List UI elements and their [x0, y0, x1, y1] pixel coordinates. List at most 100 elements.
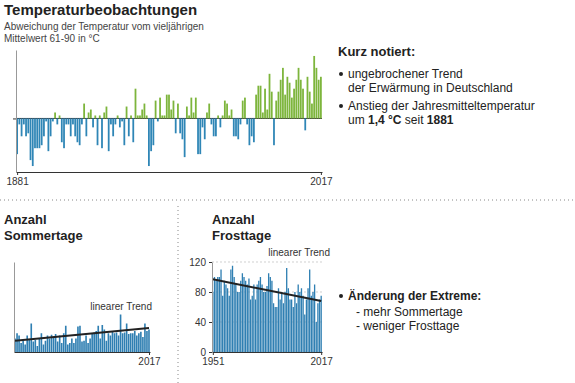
bar [69, 343, 71, 352]
trend-label: linearer Trend [90, 301, 152, 312]
bar [199, 118, 201, 154]
bar [263, 292, 264, 352]
chart-title-line: Anzahl [212, 212, 255, 227]
bar [286, 268, 287, 352]
bar [47, 118, 49, 151]
bar [97, 118, 99, 145]
bar [249, 118, 251, 145]
y-tick-label: 120 [189, 257, 206, 268]
bar [182, 118, 184, 139]
bar [36, 118, 38, 148]
bar [124, 333, 126, 353]
bar [41, 333, 43, 352]
bar [257, 86, 259, 119]
bar [79, 326, 81, 352]
bar [35, 340, 37, 352]
bar [37, 346, 39, 352]
bar [32, 118, 34, 166]
note-text: der Erwärmung in Deutschland [348, 81, 513, 95]
y-tick-label: 80 [195, 287, 207, 298]
bar [148, 118, 150, 166]
bar [256, 285, 257, 353]
bar [49, 339, 51, 353]
bar [23, 118, 25, 124]
chart-subtitle: Abweichung der Temperatur vom vieljährig… [4, 21, 204, 44]
notes-heading: Kurz notiert: [338, 44, 415, 59]
x-axis: 2017 [15, 352, 162, 367]
bar [238, 292, 239, 352]
bar [248, 279, 249, 353]
bar [314, 285, 315, 353]
bar [26, 336, 28, 353]
bar [309, 270, 310, 353]
chart: 18812017 [6, 51, 332, 188]
chart-title-line: Anzahl [4, 212, 47, 227]
bar [126, 107, 128, 119]
bar [219, 277, 220, 352]
bar [95, 331, 97, 352]
bar [311, 104, 313, 119]
separator [178, 206, 179, 383]
y-tick [13, 118, 16, 119]
bar [117, 115, 119, 118]
bar [235, 283, 236, 352]
bar [316, 322, 317, 352]
bar [108, 333, 110, 352]
bar [101, 325, 103, 352]
y-axis-line [212, 263, 213, 353]
bar [170, 110, 172, 119]
bar [157, 118, 159, 121]
bar [266, 110, 268, 119]
bar [258, 281, 259, 352]
bar [32, 342, 34, 353]
bar [282, 68, 284, 119]
y-tick-mark [209, 352, 212, 353]
bar [54, 112, 56, 118]
y-tick-label: 0 [200, 347, 206, 358]
x-tick-mark [321, 172, 322, 175]
bar [211, 118, 213, 124]
bar [299, 292, 300, 352]
bar [289, 83, 291, 119]
bar [284, 292, 285, 352]
x-tick-label: 2017 [138, 356, 161, 367]
note-text: 1881 [427, 113, 454, 127]
x-tick-mark [17, 172, 18, 175]
bar [291, 98, 293, 119]
bar [227, 288, 228, 352]
extremes-item: - weniger Frosttage [356, 319, 460, 333]
bar [101, 118, 103, 148]
bar [250, 300, 251, 353]
bar [318, 80, 320, 119]
bar [222, 115, 224, 118]
bar [262, 112, 264, 118]
bar [99, 339, 101, 353]
y-tick-mark [209, 262, 212, 263]
x-tick-label: 1881 [6, 176, 29, 187]
chart: linearer Trend1951201704080120 [189, 247, 333, 367]
bar [146, 115, 148, 118]
y-tick-mark [209, 322, 212, 323]
bar [110, 118, 112, 124]
y-tick: 80 [195, 287, 212, 298]
bar [233, 118, 235, 136]
bar [252, 296, 253, 352]
bar [137, 115, 139, 118]
bar [214, 277, 215, 352]
x-tick-label: 1951 [202, 356, 225, 367]
plot-area [14, 315, 150, 353]
x-tick-mark [321, 352, 322, 355]
bar [300, 80, 302, 119]
bar [71, 339, 73, 353]
bar [229, 296, 230, 352]
bar [67, 345, 69, 353]
bar [110, 336, 112, 353]
bar [213, 118, 215, 136]
bar [245, 281, 246, 352]
bar [289, 300, 290, 353]
bar [85, 336, 87, 353]
note-text: Anstieg der Jahresmitteltemperatur [348, 99, 535, 113]
bar [317, 303, 318, 352]
bar [81, 342, 83, 353]
bar [247, 285, 248, 353]
